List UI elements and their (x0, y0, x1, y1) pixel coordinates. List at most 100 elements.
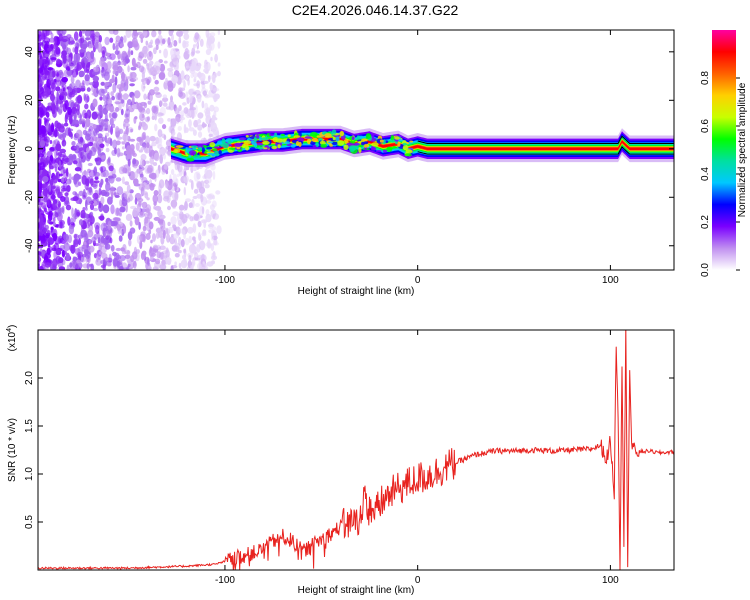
signal-band-blob (281, 134, 285, 136)
noise-blob (92, 75, 100, 82)
noise-blob (184, 127, 189, 133)
noise-blob (104, 36, 110, 46)
noise-blob (190, 180, 194, 190)
noise-blob (101, 155, 106, 160)
noise-blob (83, 56, 89, 64)
signal-band-blob (261, 137, 269, 141)
noise-blob (212, 251, 216, 259)
signal-band-blob (390, 135, 395, 141)
noise-blob (84, 222, 91, 229)
noise-blob (62, 181, 68, 192)
signal-band-blob (382, 149, 387, 153)
noise-blob (40, 264, 46, 270)
noise-blob (124, 181, 130, 186)
noise-blob (75, 79, 81, 89)
noise-blob (172, 56, 178, 66)
noise-blob (47, 219, 51, 224)
noise-blob (119, 206, 126, 213)
spectrogram-panel: -100 0 100 -40 -20 0 20 40 Height of straight … (7, 29, 675, 297)
spectrogram-y-tick-label: 0 (24, 146, 35, 152)
noise-blob (140, 158, 144, 169)
noise-blob (119, 43, 124, 48)
signal-band-blob (358, 147, 362, 153)
noise-blob (106, 61, 112, 70)
noise-blob (115, 126, 119, 132)
noise-blob (38, 198, 41, 203)
noise-blob (165, 227, 169, 235)
noise-blob (212, 88, 220, 92)
noise-blob (129, 138, 136, 142)
noise-blob (49, 140, 53, 144)
noise-blob (112, 70, 117, 75)
noise-blob (38, 73, 41, 83)
noise-blob (182, 102, 187, 106)
noise-blob (178, 204, 185, 211)
noise-blob (195, 43, 199, 47)
noise-blob (52, 211, 58, 219)
noise-blob (206, 261, 214, 267)
noise-blob (56, 144, 61, 150)
noise-blob (46, 232, 51, 236)
signal-band-edge-line (417, 135, 674, 144)
noise-blob (64, 157, 71, 163)
noise-blob (176, 31, 179, 36)
spectrogram-x-tick-label: 0 (415, 275, 421, 286)
noise-blob (183, 107, 189, 114)
noise-blob (99, 215, 105, 221)
signal-band-blob (402, 142, 407, 146)
noise-blob (167, 226, 174, 233)
noise-blob (38, 230, 44, 237)
noise-blob (167, 118, 172, 122)
noise-blob (141, 250, 147, 256)
signal-band-blob (361, 141, 365, 146)
noise-blob (196, 244, 201, 253)
noise-blob (61, 50, 68, 57)
noise-blob (202, 90, 207, 96)
signal-band-blob (344, 139, 349, 143)
noise-blob (152, 194, 159, 204)
noise-blob (170, 95, 173, 103)
noise-blob (188, 254, 192, 262)
noise-blob (170, 169, 175, 175)
noise-blob (142, 45, 148, 55)
noise-blob (114, 50, 120, 55)
noise-blob (165, 146, 168, 154)
noise-blob (145, 40, 149, 46)
noise-blob (41, 30, 45, 41)
colorbar-scale (712, 30, 736, 270)
noise-blob (60, 196, 66, 202)
noise-blob (158, 231, 163, 239)
noise-blob (74, 214, 78, 220)
noise-blob (45, 121, 50, 132)
noise-blob (149, 135, 156, 142)
noise-blob (180, 239, 185, 248)
noise-blob (162, 250, 169, 255)
noise-blob (89, 136, 94, 145)
noise-blob (101, 88, 108, 94)
noise-blob (72, 160, 78, 165)
noise-blob (77, 150, 83, 158)
noise-blob (73, 53, 79, 63)
noise-blob (210, 209, 217, 218)
noise-blob (107, 123, 111, 134)
noise-blob (98, 35, 103, 43)
noise-blob (68, 83, 73, 93)
noise-blob (107, 220, 112, 231)
noise-blob (102, 94, 106, 102)
noise-blob (147, 164, 154, 173)
noise-blob (107, 156, 111, 163)
noise-blob (127, 158, 131, 167)
noise-blob (183, 248, 187, 254)
signal-band-blob (319, 140, 326, 145)
noise-blob (125, 213, 133, 221)
noise-blob (67, 106, 72, 116)
noise-blob (214, 93, 220, 100)
noise-blob (153, 216, 161, 221)
noise-blob (184, 213, 190, 219)
spectrogram-x-tick-label: -100 (215, 275, 235, 286)
noise-blob (115, 62, 121, 66)
noise-blob (143, 213, 147, 217)
noise-blob (122, 133, 129, 142)
noise-blob (119, 53, 126, 61)
noise-blob (211, 235, 215, 241)
